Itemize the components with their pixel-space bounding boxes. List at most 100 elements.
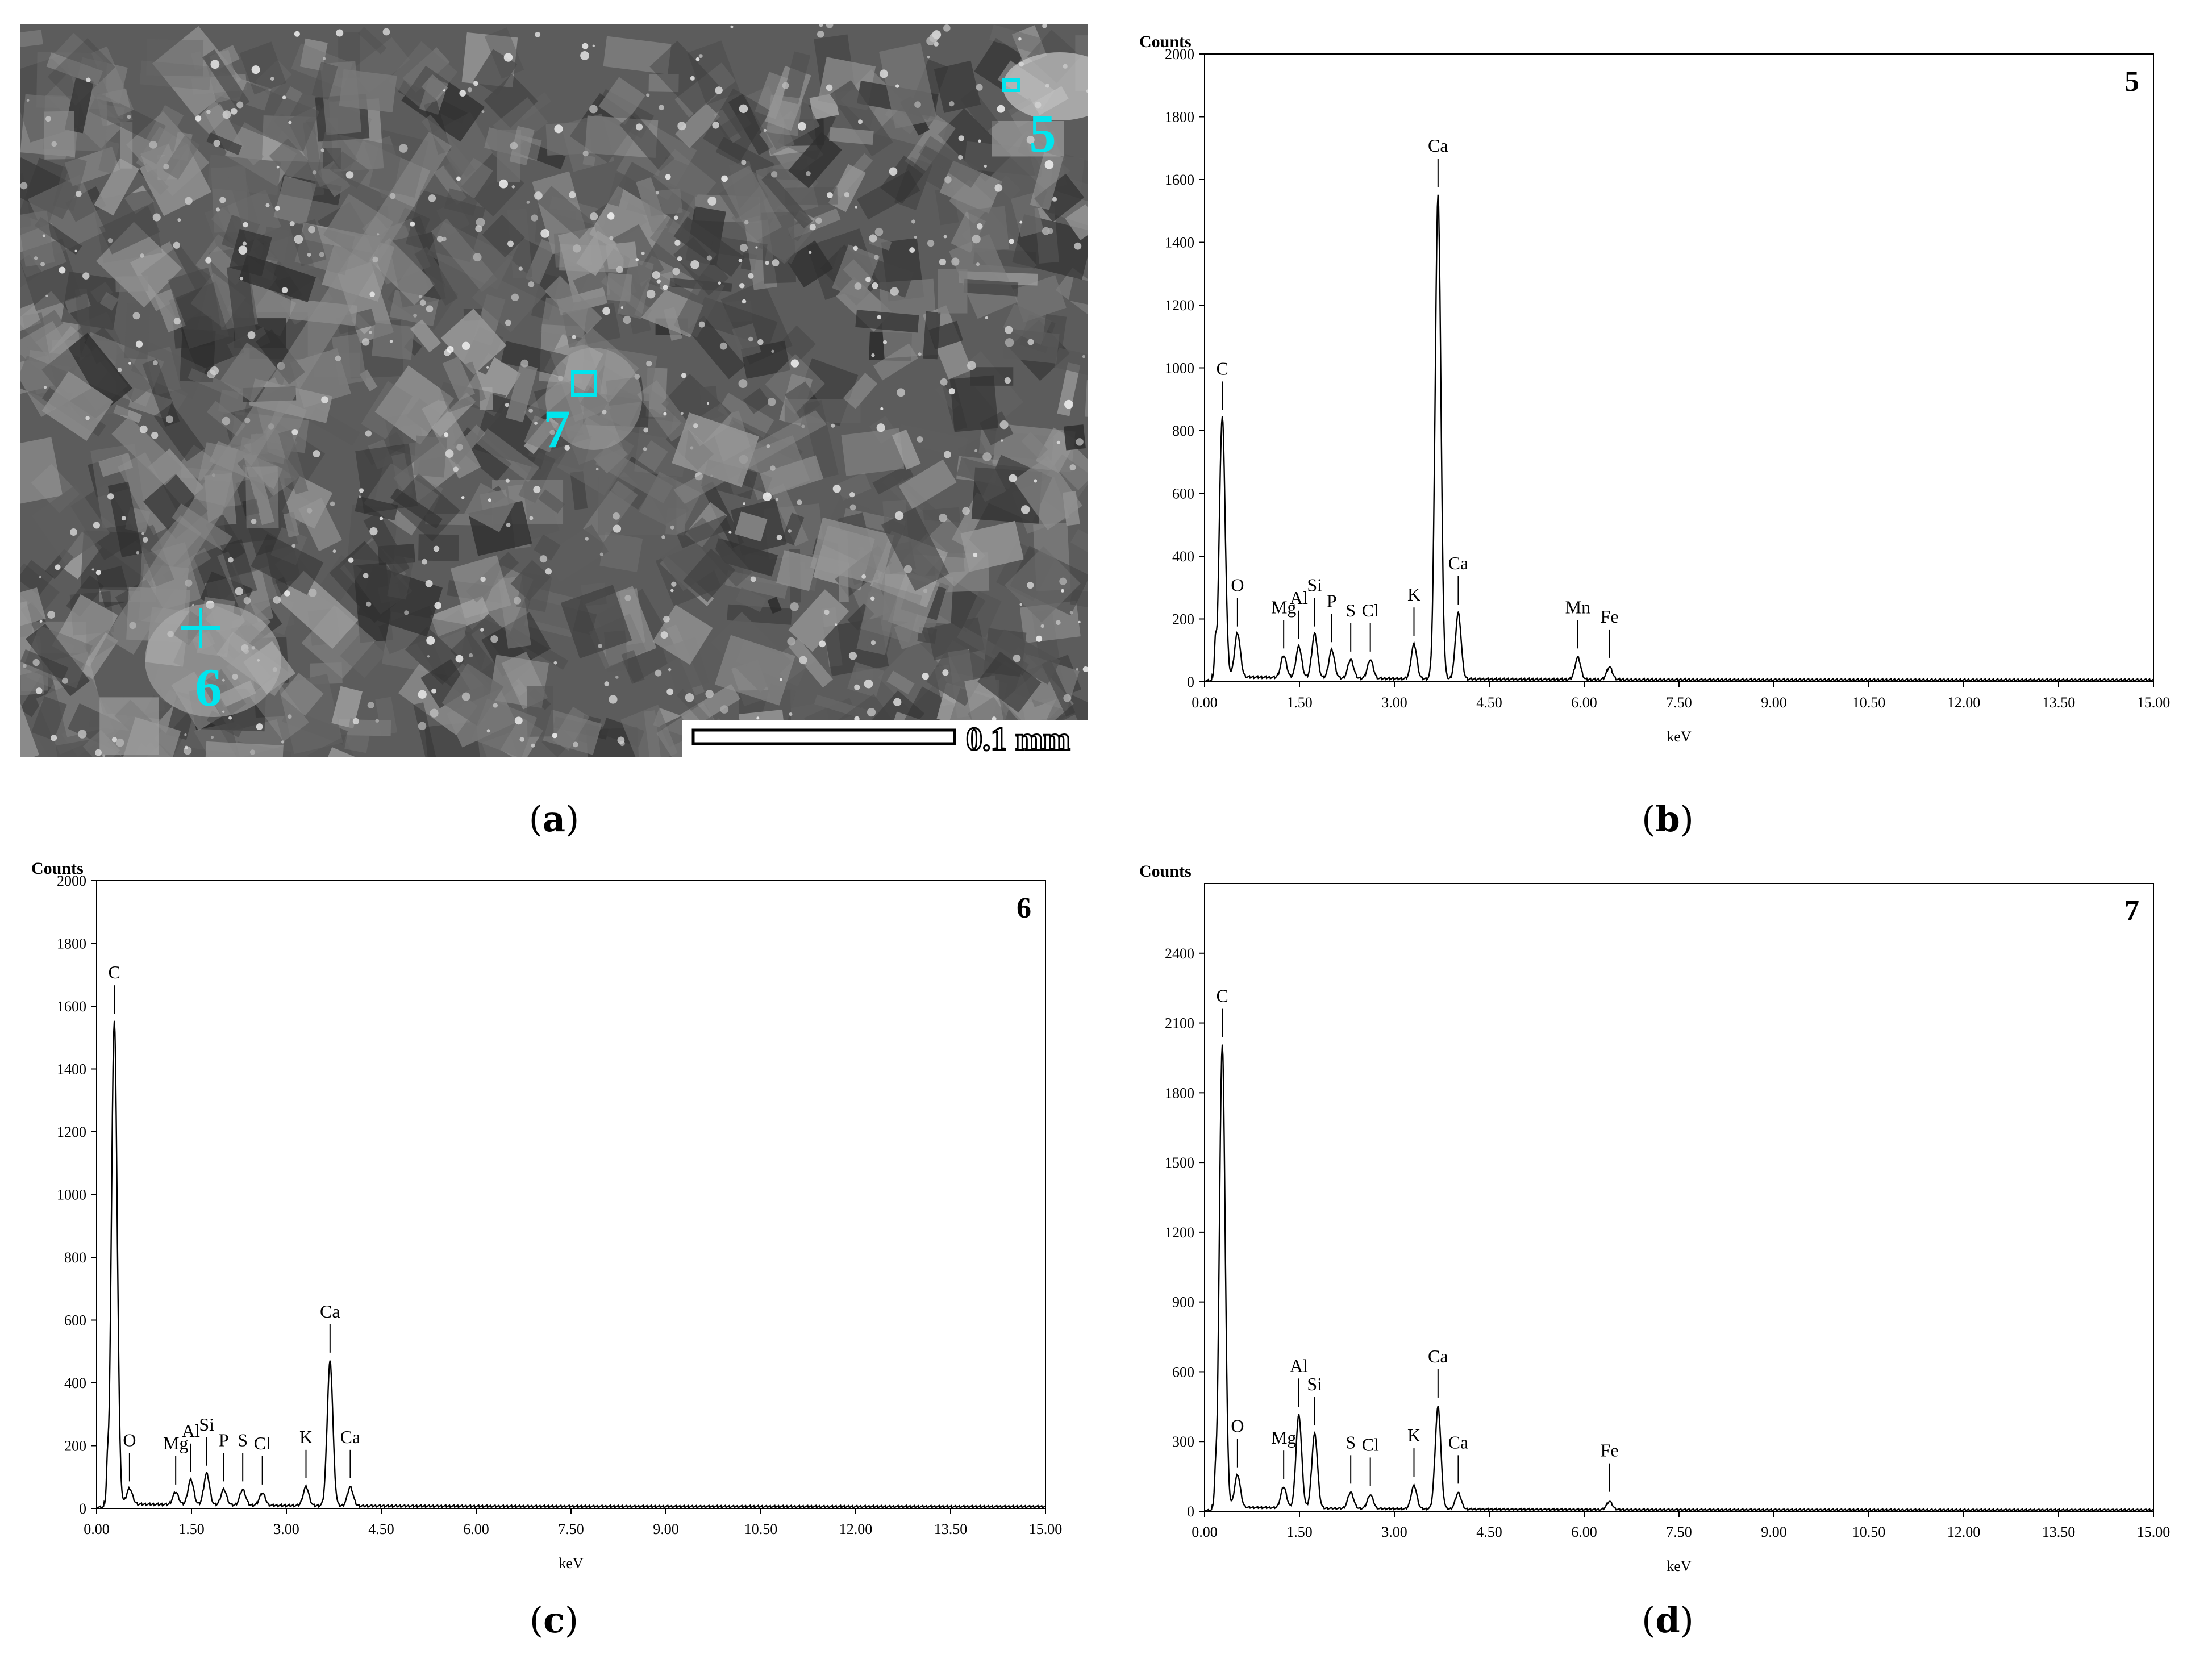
caption-b: (b): [1642, 798, 1694, 840]
peak-label-si: Si: [1307, 1374, 1322, 1426]
spot-number-label: 5: [2124, 65, 2139, 98]
peak-label-al: Al: [1290, 1355, 1308, 1407]
svg-text:Mg: Mg: [163, 1433, 188, 1453]
peak-label-mn: Mn: [1565, 597, 1590, 649]
svg-text:Ca: Ca: [1428, 1346, 1448, 1366]
svg-text:Ca: Ca: [1428, 135, 1448, 156]
x-tick-label: 1.50: [1286, 1524, 1313, 1540]
y-tick-label: 800: [64, 1249, 86, 1266]
marker-spot-6: 6: [181, 608, 222, 718]
y-tick-label: 600: [1172, 486, 1194, 502]
x-axis-label: keV: [559, 1555, 584, 1572]
peak-label-ca: Ca: [320, 1301, 340, 1353]
y-tick-label: 1200: [1165, 1224, 1194, 1241]
plot-frame: [1204, 53, 2154, 682]
peak-label-mg: Mg: [1271, 597, 1296, 649]
y-tick-label: 0: [1187, 1503, 1194, 1520]
y-tick-label: 1400: [1165, 235, 1194, 251]
x-tick-label: 9.00: [1761, 694, 1787, 711]
svg-text:Fe: Fe: [1601, 606, 1619, 627]
y-tick-label: 600: [1172, 1364, 1194, 1380]
y-tick-label: 1400: [57, 1061, 86, 1078]
svg-text:K: K: [299, 1427, 313, 1447]
x-tick-label: 3.00: [1381, 694, 1407, 711]
svg-text:Al: Al: [182, 1420, 200, 1441]
x-tick-label: 1.50: [178, 1521, 205, 1537]
scale-bar: 0.1 mm: [682, 720, 1088, 757]
y-tick-label: 1000: [1165, 360, 1194, 377]
peak-label-si: Si: [199, 1414, 214, 1466]
svg-text:Ca: Ca: [320, 1301, 340, 1322]
peak-label-ca: Ca: [1448, 553, 1469, 605]
y-tick-label: 2000: [1165, 46, 1194, 62]
x-tick-label: 3.00: [273, 1521, 299, 1537]
x-tick-label: 10.50: [744, 1521, 778, 1537]
small-elongated-particle: [673, 410, 827, 504]
x-tick-label: 15.00: [2137, 694, 2171, 711]
peak-label-o: O: [1231, 575, 1244, 627]
x-tick-label: 6.00: [1571, 1524, 1597, 1540]
x-tick-label: 0.00: [1192, 1524, 1218, 1540]
svg-text:C: C: [1217, 986, 1228, 1006]
svg-text:Ca: Ca: [1448, 1432, 1469, 1452]
y-tick-label: 200: [1172, 611, 1194, 628]
marker-label: 5: [1029, 103, 1056, 164]
spectrum-line: [96, 1020, 1046, 1510]
x-tick-label: 7.50: [1666, 1524, 1692, 1540]
y-tick-label: 200: [64, 1438, 86, 1454]
y-tick-label: 0: [1187, 674, 1194, 690]
peak-label-ca: Ca: [1448, 1432, 1469, 1484]
eds-spectrum-c: Counts 6 0 200 400 600 800 1000 1200 1400 1600 1800…: [31, 859, 1063, 1572]
x-tick-label: 4.50: [1476, 694, 1502, 711]
peak-label-o: O: [123, 1429, 136, 1482]
marker-label: 6: [195, 657, 222, 718]
svg-text:P: P: [1327, 590, 1337, 611]
x-tick-label: 10.50: [1852, 1524, 1886, 1540]
peak-label-fe: Fe: [1601, 1440, 1619, 1492]
y-axis-label: Counts: [1139, 862, 1192, 881]
peak-label-p: P: [219, 1429, 229, 1482]
x-tick-label: 6.00: [463, 1521, 489, 1537]
y-tick-label: 1200: [1165, 297, 1194, 314]
svg-text:Si: Si: [1307, 1374, 1322, 1394]
y-tick-label: 900: [1172, 1294, 1194, 1311]
y-tick-label: 1000: [57, 1187, 86, 1203]
marker-label: 7: [543, 399, 570, 459]
bright-patch: [1003, 52, 1088, 120]
svg-text:Ca: Ca: [1448, 553, 1469, 573]
svg-text:Si: Si: [199, 1414, 214, 1435]
sem-micrograph: 5 7 6 0.1 mm: [20, 24, 1088, 757]
svg-text:Fe: Fe: [1601, 1440, 1619, 1461]
svg-text:Cl: Cl: [1362, 600, 1379, 620]
svg-text:O: O: [1231, 1416, 1244, 1436]
x-tick-label: 7.50: [558, 1521, 584, 1537]
x-tick-label: 6.00: [1571, 694, 1597, 711]
plot-frame: [96, 880, 1046, 1509]
svg-text:Mg: Mg: [1271, 597, 1296, 617]
y-tick-label: 2100: [1165, 1015, 1194, 1032]
spot-number-label: 7: [2124, 895, 2139, 927]
x-tick-label: 13.50: [934, 1521, 968, 1537]
bright-patch: [145, 603, 281, 717]
svg-text:Mn: Mn: [1565, 597, 1590, 617]
y-tick-label: 1600: [1165, 172, 1194, 188]
svg-text:Al: Al: [1290, 587, 1308, 608]
marker-spot-7: 7: [543, 370, 597, 459]
scale-bar-label: 0.1 mm: [966, 720, 1070, 757]
peak-label-k: K: [299, 1427, 313, 1478]
x-tick-label: 15.00: [2137, 1524, 2171, 1540]
x-tick-label: 12.00: [1947, 694, 1981, 711]
y-tick-label: 2000: [57, 873, 86, 889]
x-tick-label: 4.50: [368, 1521, 394, 1537]
spectrum-line: [1204, 194, 2154, 683]
x-tick-label: 13.50: [2042, 1524, 2076, 1540]
peak-label-mg: Mg: [1271, 1427, 1296, 1479]
svg-text:Si: Si: [1307, 575, 1322, 595]
y-tick-label: 1200: [57, 1124, 86, 1140]
y-tick-label: 600: [64, 1312, 86, 1329]
peak-label-k: K: [1407, 1425, 1420, 1477]
svg-text:O: O: [123, 1429, 136, 1450]
bright-patch: [545, 348, 642, 450]
svg-text:Ca: Ca: [340, 1427, 361, 1447]
x-tick-label: 15.00: [1029, 1521, 1063, 1537]
